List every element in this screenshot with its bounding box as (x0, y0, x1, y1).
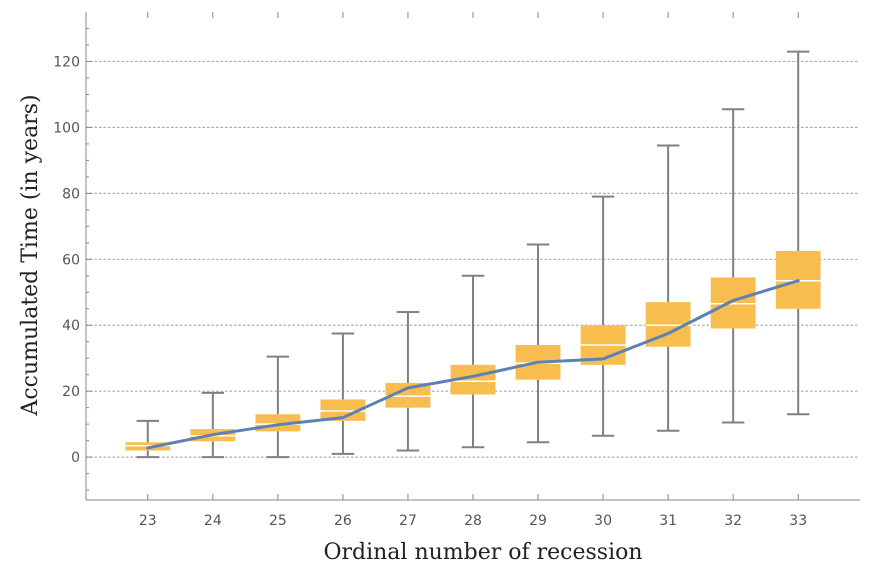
x-tick-label: 25 (269, 513, 287, 529)
y-tick-label: 100 (53, 120, 80, 136)
y-axis-title: Accumulated Time (in years) (18, 94, 43, 416)
y-tick-label: 40 (62, 318, 80, 334)
x-tick-label: 28 (464, 513, 482, 529)
x-tick-label: 29 (529, 513, 547, 529)
x-axis-title: Ordinal number of recession (323, 540, 642, 565)
box-26 (320, 399, 366, 421)
x-tick-label: 32 (724, 513, 742, 529)
y-tick-label: 80 (62, 186, 80, 202)
whiskers (136, 50, 810, 459)
x-tick-label: 23 (139, 513, 157, 529)
x-tick-label: 30 (594, 513, 612, 529)
box-32 (710, 277, 756, 329)
x-tick-label: 27 (399, 513, 417, 529)
line-series-path (146, 279, 800, 450)
tick-labels: 0 20 40 60 80 100 120 23 24 25 26 27 28 29 30 31 32 33 (53, 54, 807, 529)
y-tick-label: 60 (62, 252, 80, 268)
x-tick-label: 31 (659, 513, 677, 529)
y-tick-label: 20 (62, 384, 80, 400)
x-tick-label: 26 (334, 513, 352, 529)
mean-line-series (146, 279, 800, 450)
y-tick-label: 120 (53, 54, 80, 70)
y-tick-label: 0 (71, 450, 80, 466)
axes (85, 12, 860, 501)
x-tick-label: 33 (789, 513, 807, 529)
x-tick-label: 24 (204, 513, 222, 529)
